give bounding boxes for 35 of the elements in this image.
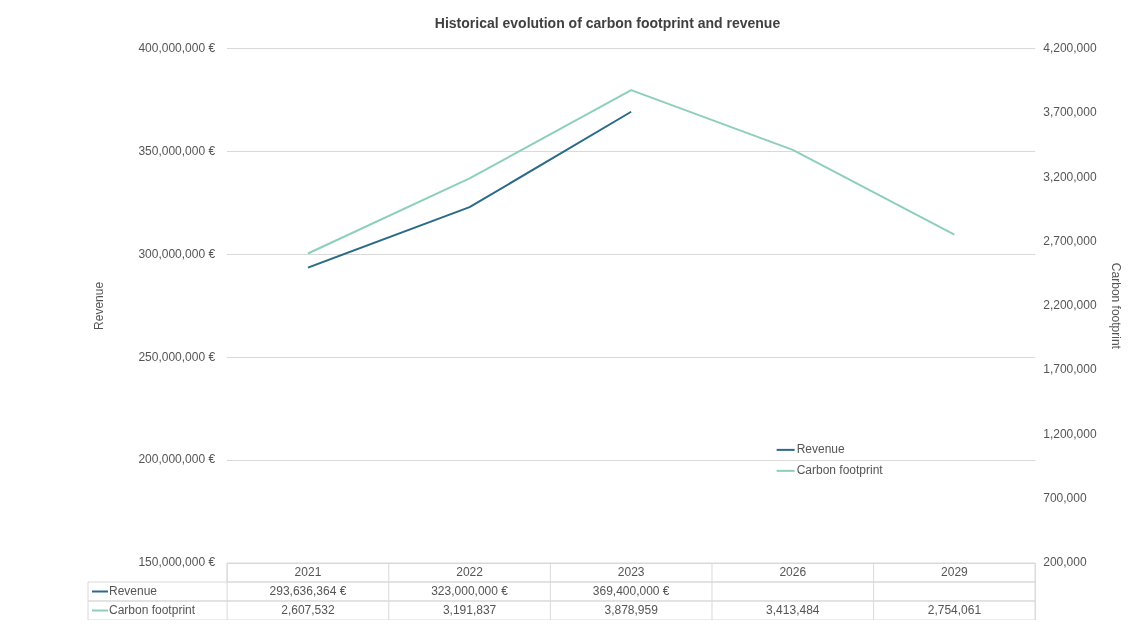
legend-label: Revenue	[796, 442, 845, 457]
x-tick-label: 2022	[456, 564, 484, 579]
legend-label: Carbon footprint	[796, 463, 884, 478]
y-axis-title: Revenue	[91, 281, 106, 330]
chart-title: Historical evolution of carbon footprint and revenue	[434, 15, 781, 32]
text: Carbon footprint	[109, 602, 196, 617]
data-label: 2,607,532	[281, 602, 335, 617]
x-tick-label: 2021	[294, 564, 322, 579]
y2-tick-label: 2,700,000	[1043, 233, 1097, 248]
y2-tick-label: 4,200,000	[1043, 41, 1097, 56]
y2-tick-label: 1,200,000	[1043, 426, 1097, 441]
y-tick-label: 200,000,000 €	[138, 452, 216, 467]
data-label: 2,754,061	[927, 602, 982, 617]
y-tick-label: 400,000,000 €	[138, 41, 216, 56]
data-label: 323,000,000 €	[431, 583, 509, 598]
data-label: 293,636,364 €	[269, 583, 347, 598]
y2-tick-label: 3,700,000	[1043, 105, 1097, 120]
y-tick-label: 300,000,000 €	[138, 246, 216, 261]
x-tick-label: 2023	[617, 564, 645, 579]
y-tick-label: 250,000,000 €	[138, 349, 216, 364]
text: Revenue	[109, 583, 158, 598]
y2-tick-label: 2,200,000	[1043, 298, 1097, 313]
y2-tick-label: 200,000	[1043, 555, 1087, 570]
y2-tick-label: 1,700,000	[1043, 362, 1097, 377]
data-label: 3,413,484	[766, 602, 820, 617]
data-label: 3,191,837	[442, 602, 497, 617]
y2-tick-label: 700,000	[1043, 491, 1087, 506]
x-tick-label: 2029	[941, 564, 969, 579]
y2-tick-label: 3,200,000	[1043, 169, 1097, 184]
y2-axis-title: Carbon footprint	[1109, 262, 1124, 350]
y-tick-label: 350,000,000 €	[138, 143, 216, 158]
y-tick-label: 150,000,000 €	[138, 555, 216, 570]
x-tick-label: 2026	[779, 564, 807, 579]
data-label: 369,400,000 €	[592, 583, 670, 598]
data-label: 3,878,959	[604, 602, 659, 617]
